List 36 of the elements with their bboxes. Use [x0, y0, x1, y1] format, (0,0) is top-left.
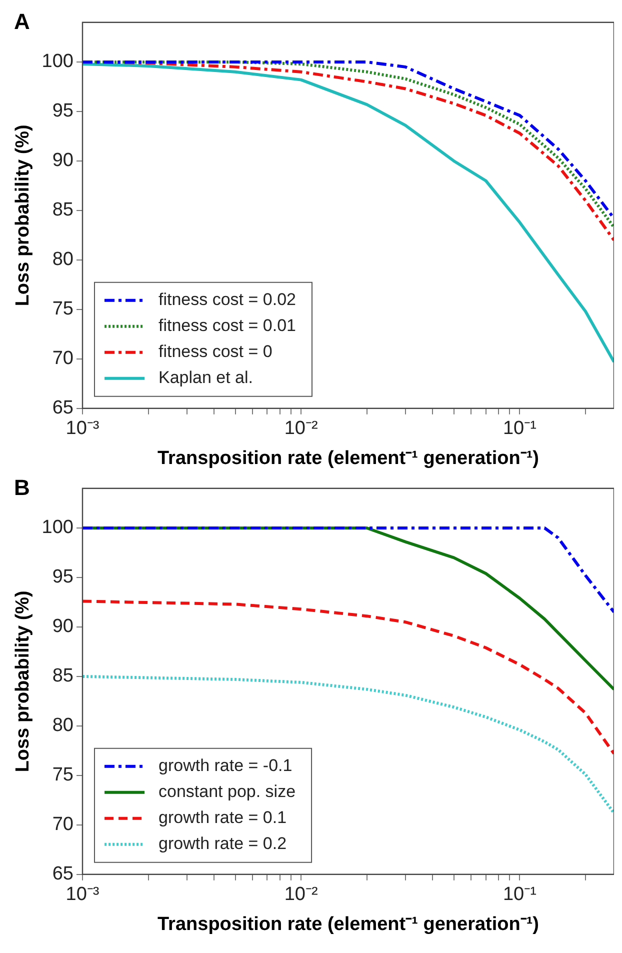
y-tick-label: 65	[52, 398, 74, 419]
y-tick-label: 65	[52, 864, 74, 885]
y-tick-label: 75	[52, 298, 74, 320]
y-tick-label: 70	[52, 814, 74, 836]
y-tick-label: 85	[52, 200, 74, 221]
legend-label: constant pop. size	[158, 782, 296, 802]
y-tick-label: 100	[42, 517, 74, 538]
y-tick-label: 95	[52, 566, 74, 588]
y-tick-label: 85	[52, 666, 74, 687]
y-axis-title: Loss probability (%)	[12, 590, 34, 772]
legend-label: fitness cost = 0.02	[158, 290, 296, 310]
y-tick-label: 75	[52, 764, 74, 786]
x-tick-label: 10⁻³	[66, 884, 100, 906]
x-axis-title: Transposition rate (element⁻¹ generation⁻¹)	[158, 914, 539, 935]
legend-label: Kaplan et al.	[158, 368, 254, 388]
legend-label: fitness cost = 0	[158, 342, 272, 362]
legend-label: growth rate = 0.2	[158, 834, 287, 854]
y-tick-label: 95	[52, 100, 74, 122]
y-tick-label: 80	[52, 715, 74, 736]
chart-title: A	[14, 9, 30, 34]
legend-label: fitness cost = 0.01	[158, 316, 296, 336]
y-tick-label: 90	[52, 616, 74, 638]
legend-label: growth rate = -0.1	[158, 756, 292, 776]
x-tick-label: 10⁻¹	[502, 884, 536, 906]
chart-title: B	[14, 475, 30, 500]
y-tick-label: 80	[52, 249, 74, 270]
x-tick-label: 10⁻²	[284, 418, 318, 440]
y-tick-label: 90	[52, 150, 74, 172]
x-tick-label: 10⁻²	[284, 884, 318, 906]
x-tick-label: 10⁻¹	[502, 418, 536, 440]
x-axis-title: Transposition rate (element⁻¹ generation⁻¹)	[158, 448, 539, 469]
legend-label: growth rate = 0.1	[158, 808, 287, 828]
y-axis-title: Loss probability (%)	[12, 124, 34, 306]
y-tick-label: 70	[52, 348, 74, 370]
y-tick-label: 100	[42, 51, 74, 72]
x-tick-label: 10⁻³	[66, 418, 100, 440]
